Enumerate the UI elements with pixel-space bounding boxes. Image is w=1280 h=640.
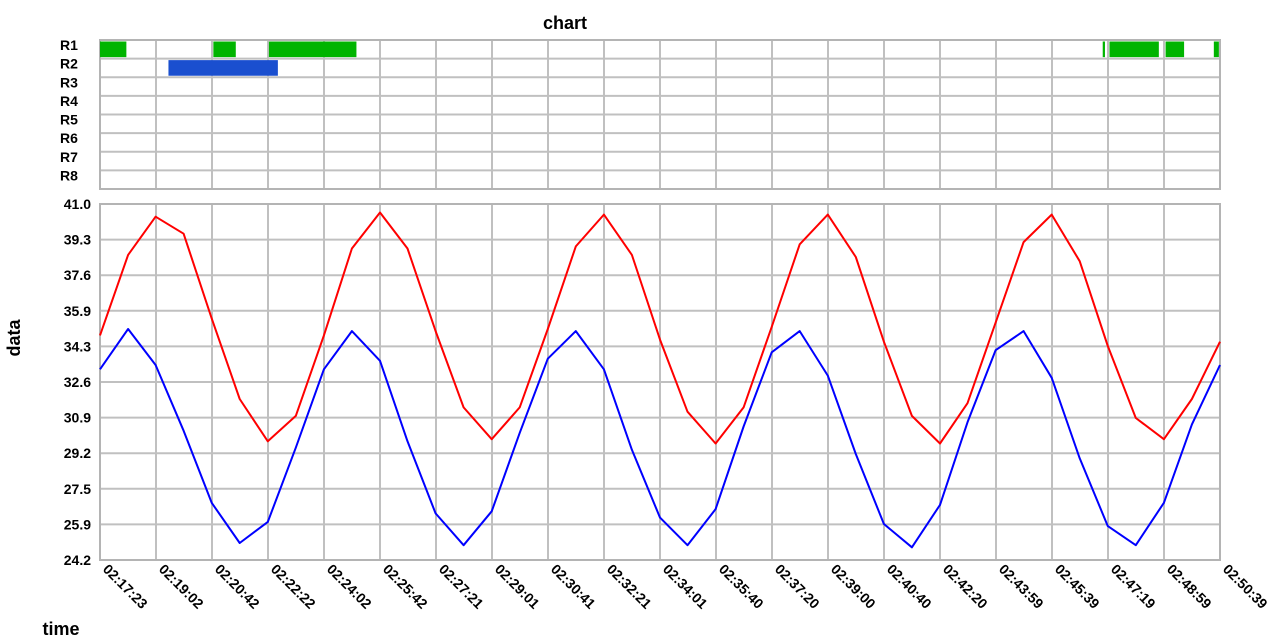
x-tick-label: 02:50:39 [1220,561,1271,612]
timeline-bar-r1 [1109,41,1159,58]
y-tick-label: 32.6 [64,374,91,390]
timeline-row-label: R3 [60,74,78,90]
plot-frame [99,203,1221,561]
y-tick-label: 27.5 [64,481,91,497]
x-tick-label: 02:22:22 [268,561,319,612]
y-tick-label: 34.3 [64,338,91,354]
y-tick-label: 37.6 [64,267,91,283]
x-tick-label: 02:48:59 [1164,561,1215,612]
x-tick-label: 02:32:21 [604,561,655,612]
timeline-row-label: R7 [60,149,78,165]
chart-title: chart [543,13,587,33]
x-tick-label: 02:34:01 [660,561,711,612]
y-axis-label: data [4,319,24,357]
timeline-row-labels: R1 R2 R3 R4 R5 R6 R7 R8 [60,37,78,183]
timeline-bar-r1 [100,41,127,58]
series-line-1 [99,211,1221,445]
timeline-row-label: R6 [60,130,78,146]
timeline-bar-r1 [268,41,357,58]
x-tick-label: 02:25:42 [380,561,431,612]
x-tick-label: 02:30:41 [548,561,599,612]
x-tick-label: 02:20:42 [212,561,263,612]
y-tick-label: 25.9 [64,516,91,532]
x-tick-label: 02:39:00 [828,561,879,612]
timeline-bars [100,41,1219,76]
x-axis-label: time [42,619,79,639]
timeline-bar-r2 [168,60,278,76]
timeline-row-label: R2 [60,56,78,72]
timeline-row-label: R8 [60,167,78,183]
x-tick-label: 02:29:01 [492,561,543,612]
plot-grid [99,203,1221,561]
y-tick-label: 41.0 [64,196,91,212]
timeline-bar-r1 [1165,41,1185,58]
timeline-bar-r1 [1102,41,1105,58]
x-tick-label: 02:42:20 [940,561,991,612]
timeline-frame [99,39,1221,190]
x-tick-label: 02:27:21 [436,561,487,612]
y-tick-label: 35.9 [64,303,91,319]
x-tick-label: 02:35:40 [716,561,767,612]
timeline-row-label: R4 [60,93,78,109]
x-tick-label: 02:40:40 [884,561,935,612]
y-tick-label: 24.2 [64,552,91,568]
timeline-row-label: R5 [60,112,78,128]
y-tick-label: 30.9 [64,410,91,426]
series-line-2 [99,328,1221,549]
x-tick-label: 02:45:39 [1052,561,1103,612]
series-lines [99,211,1221,549]
y-tick-label: 39.3 [64,232,91,248]
timeline-bar-r1 [213,41,236,58]
timeline-row-label: R1 [60,37,78,53]
x-tick-label: 02:24:02 [324,561,375,612]
y-tick-labels: 41.0 39.3 37.6 35.9 34.3 32.6 30.9 29.2 27.5 25.9… [64,196,91,568]
x-tick-label: 02:17:23 [100,561,151,612]
x-tick-label: 02:37:20 [772,561,823,612]
x-tick-label: 02:19:02 [156,561,207,612]
y-tick-label: 29.2 [64,445,91,461]
x-tick-labels: 02:17:23 02:19:02 02:20:42 02:22:22 02:24:02… [100,561,1271,612]
x-tick-label: 02:47:19 [1108,561,1159,612]
timeline-bar-r1 [1213,41,1219,58]
timeline-grid [99,39,1221,190]
x-tick-label: 02:43:59 [996,561,1047,612]
